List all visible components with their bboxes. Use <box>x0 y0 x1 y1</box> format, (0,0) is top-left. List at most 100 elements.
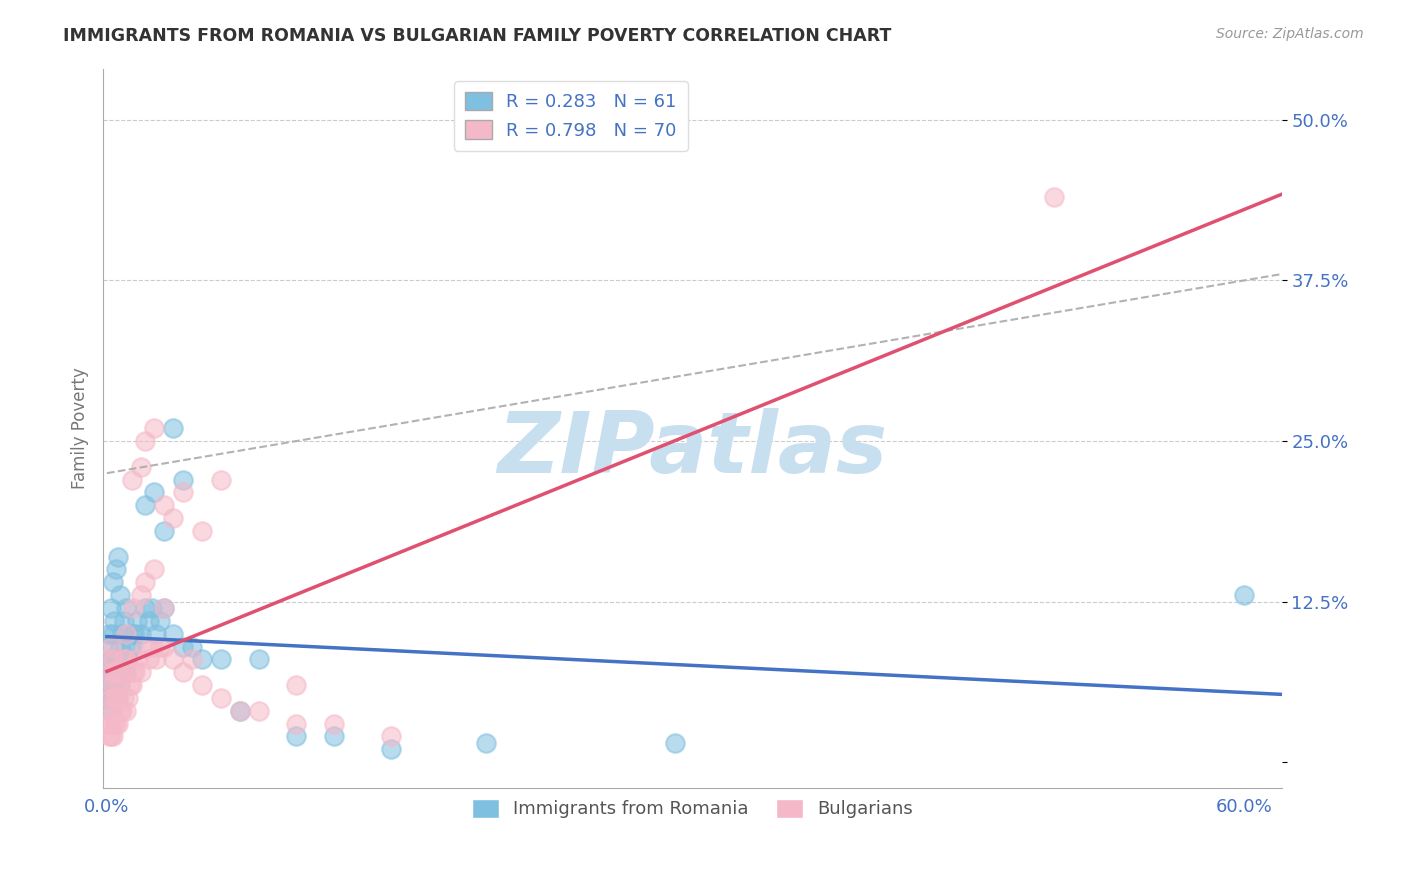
Point <box>138 652 160 666</box>
Point <box>1043 190 1066 204</box>
Point <box>129 459 152 474</box>
Point <box>228 704 250 718</box>
Point <box>122 601 145 615</box>
Point <box>323 730 346 744</box>
Point <box>380 730 402 744</box>
Point <box>134 498 156 512</box>
Text: Source: ZipAtlas.com: Source: ZipAtlas.com <box>1216 27 1364 41</box>
Y-axis label: Family Poverty: Family Poverty <box>72 368 89 489</box>
Point <box>172 485 194 500</box>
Point <box>108 640 131 654</box>
Point <box>107 690 129 705</box>
Point <box>134 434 156 448</box>
Point <box>121 678 143 692</box>
Point <box>127 652 149 666</box>
Point <box>108 588 131 602</box>
Point <box>111 704 134 718</box>
Point <box>124 665 146 680</box>
Point <box>100 652 122 666</box>
Point <box>152 601 174 615</box>
Point <box>115 665 138 680</box>
Point <box>121 640 143 654</box>
Point <box>97 678 120 692</box>
Point <box>107 549 129 564</box>
Point <box>145 626 167 640</box>
Text: IMMIGRANTS FROM ROMANIA VS BULGARIAN FAMILY POVERTY CORRELATION CHART: IMMIGRANTS FROM ROMANIA VS BULGARIAN FAM… <box>63 27 891 45</box>
Point <box>228 704 250 718</box>
Point <box>101 665 124 680</box>
Point <box>285 730 308 744</box>
Point <box>101 652 124 666</box>
Point <box>172 665 194 680</box>
Point <box>105 665 128 680</box>
Point <box>121 473 143 487</box>
Point <box>111 665 134 680</box>
Legend: Immigrants from Romania, Bulgarians: Immigrants from Romania, Bulgarians <box>464 792 921 826</box>
Point <box>122 665 145 680</box>
Point <box>285 716 308 731</box>
Point <box>181 652 204 666</box>
Point <box>323 716 346 731</box>
Point <box>100 601 122 615</box>
Point <box>101 626 124 640</box>
Point <box>143 562 166 576</box>
Point <box>117 652 139 666</box>
Point <box>152 601 174 615</box>
Point <box>145 652 167 666</box>
Point <box>117 690 139 705</box>
Point <box>112 690 135 705</box>
Point <box>100 704 122 718</box>
Point <box>209 652 232 666</box>
Point <box>103 665 125 680</box>
Point <box>118 640 141 654</box>
Point <box>664 736 686 750</box>
Point <box>152 498 174 512</box>
Point <box>143 485 166 500</box>
Point <box>247 704 270 718</box>
Point <box>107 716 129 731</box>
Point <box>97 704 120 718</box>
Point <box>107 652 129 666</box>
Point <box>149 614 172 628</box>
Point <box>209 690 232 705</box>
Point <box>134 640 156 654</box>
Point <box>118 678 141 692</box>
Point <box>138 614 160 628</box>
Point <box>105 690 128 705</box>
Point <box>475 736 498 750</box>
Point <box>97 665 120 680</box>
Point <box>162 626 184 640</box>
Point <box>103 652 125 666</box>
Point <box>115 601 138 615</box>
Point <box>108 704 131 718</box>
Point <box>101 678 124 692</box>
Point <box>108 678 131 692</box>
Point <box>152 524 174 538</box>
Point <box>112 652 135 666</box>
Point <box>247 652 270 666</box>
Point <box>111 626 134 640</box>
Point <box>134 575 156 590</box>
Point <box>97 730 120 744</box>
Point <box>112 614 135 628</box>
Point <box>162 652 184 666</box>
Point <box>127 614 149 628</box>
Point <box>97 640 120 654</box>
Point <box>105 716 128 731</box>
Point <box>172 473 194 487</box>
Point <box>101 690 124 705</box>
Point <box>129 588 152 602</box>
Point <box>172 640 194 654</box>
Point <box>103 678 125 692</box>
Point <box>97 652 120 666</box>
Point <box>100 730 122 744</box>
Point <box>100 640 122 654</box>
Point <box>129 626 152 640</box>
Point <box>190 678 212 692</box>
Point <box>285 678 308 692</box>
Point <box>162 421 184 435</box>
Point <box>143 421 166 435</box>
Point <box>103 690 125 705</box>
Point <box>111 665 134 680</box>
Point <box>100 716 122 731</box>
